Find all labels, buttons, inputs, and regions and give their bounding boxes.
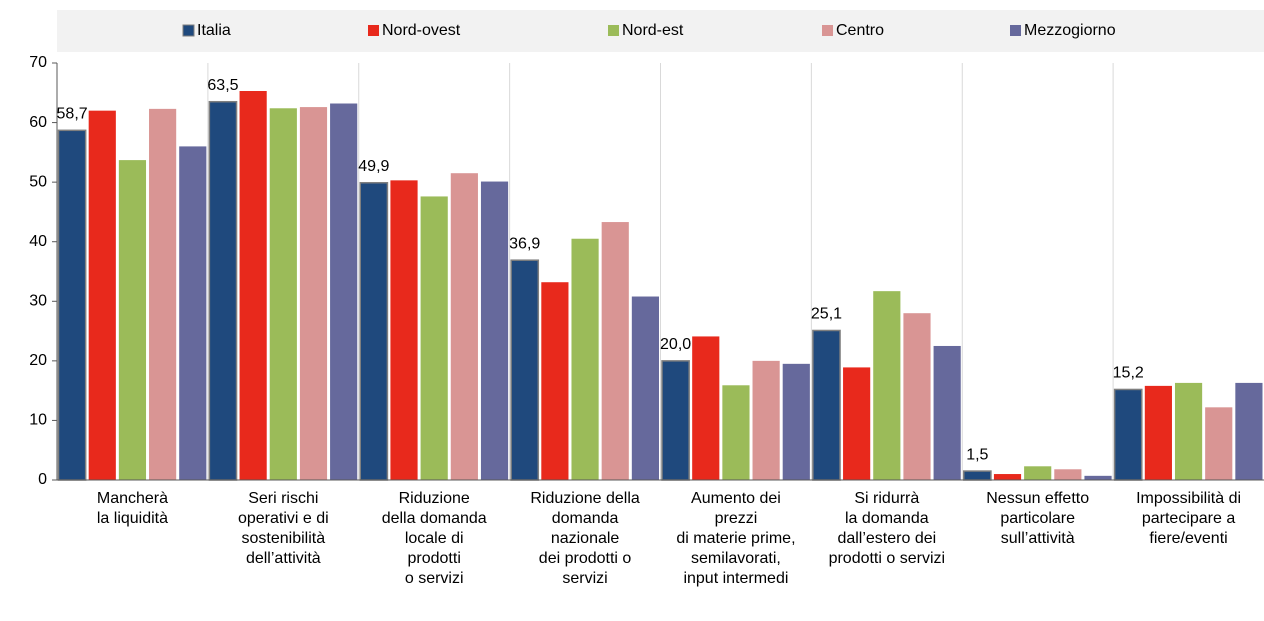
bar	[541, 282, 569, 480]
data-label: 20,0	[660, 336, 691, 353]
bar	[903, 313, 931, 480]
bar	[208, 100, 238, 481]
y-tick-label: 30	[29, 293, 47, 310]
bar	[330, 103, 358, 480]
legend-swatch	[368, 25, 379, 36]
y-tick-label: 40	[29, 233, 47, 250]
x-tick-label: Riduzione della domanda locale di prodot…	[381, 490, 487, 587]
y-tick-label: 20	[29, 352, 47, 369]
bar	[450, 173, 478, 480]
bar	[722, 385, 750, 480]
data-label: 15,2	[1113, 365, 1144, 382]
bar	[601, 222, 629, 480]
bar	[510, 259, 540, 481]
data-label: 63,5	[207, 77, 238, 94]
legend-swatch	[822, 25, 833, 36]
bar	[149, 108, 177, 481]
legend-swatch	[608, 25, 619, 36]
data-label: 49,9	[358, 158, 389, 175]
bar	[571, 238, 599, 480]
legend-label: Italia	[197, 22, 231, 39]
bar	[1024, 466, 1052, 480]
x-tick-label: Si ridurrà la domanda dall’estero dei pr…	[828, 490, 946, 567]
x-tick-label: Mancherà la liquidità	[96, 490, 169, 527]
legend-label: Nord-est	[622, 22, 684, 39]
bar	[179, 146, 207, 480]
bar	[752, 360, 780, 480]
bar	[88, 110, 116, 481]
legend-swatch	[1010, 25, 1021, 36]
bar	[269, 108, 297, 480]
bar	[57, 129, 87, 481]
bar	[299, 107, 328, 480]
bar	[1084, 475, 1112, 480]
data-label: 25,1	[811, 306, 842, 323]
bar	[1174, 382, 1203, 480]
y-tick-label: 50	[29, 173, 47, 190]
x-tick-label: Riduzione della domanda nazionale dei pr…	[530, 490, 640, 587]
bar	[993, 474, 1022, 480]
bar	[1054, 469, 1082, 480]
bar	[420, 196, 448, 480]
y-tick-label: 0	[38, 471, 47, 488]
bar	[239, 90, 267, 481]
bar	[812, 329, 841, 481]
legend-label: Centro	[836, 22, 884, 39]
legend-swatch	[182, 24, 195, 37]
data-label: 36,9	[509, 235, 540, 252]
bar	[692, 336, 720, 480]
x-tick-label: Seri rischi operativi e di sostenibilità…	[237, 490, 329, 567]
bar	[1144, 385, 1172, 480]
bar	[631, 296, 659, 480]
bar	[1235, 382, 1263, 480]
y-tick-label: 70	[29, 54, 47, 71]
bar	[1205, 407, 1233, 480]
legend-label: Nord-ovest	[382, 22, 461, 39]
bar	[963, 470, 992, 481]
x-tick-label: Impossibilità di partecipare a fiere/eve…	[1136, 490, 1242, 547]
data-label: 58,7	[57, 106, 88, 123]
bar	[782, 363, 810, 480]
bar	[661, 360, 690, 481]
y-tick-label: 60	[29, 114, 47, 131]
bar	[359, 181, 389, 481]
bar	[1113, 388, 1143, 481]
bar	[480, 181, 509, 480]
bar	[873, 291, 901, 480]
y-tick-label: 10	[29, 412, 47, 429]
legend-label: Mezzogiorno	[1024, 22, 1116, 39]
bar	[933, 345, 961, 480]
x-tick-label: Aumento dei prezzi di materie prime, sem…	[676, 490, 796, 587]
x-tick-label: Nessun effetto particolare sull’attività	[986, 490, 1090, 547]
bar	[843, 367, 871, 480]
bar	[390, 180, 418, 480]
data-label: 1,5	[966, 446, 988, 463]
bar	[118, 160, 147, 480]
legend-background	[57, 10, 1264, 52]
